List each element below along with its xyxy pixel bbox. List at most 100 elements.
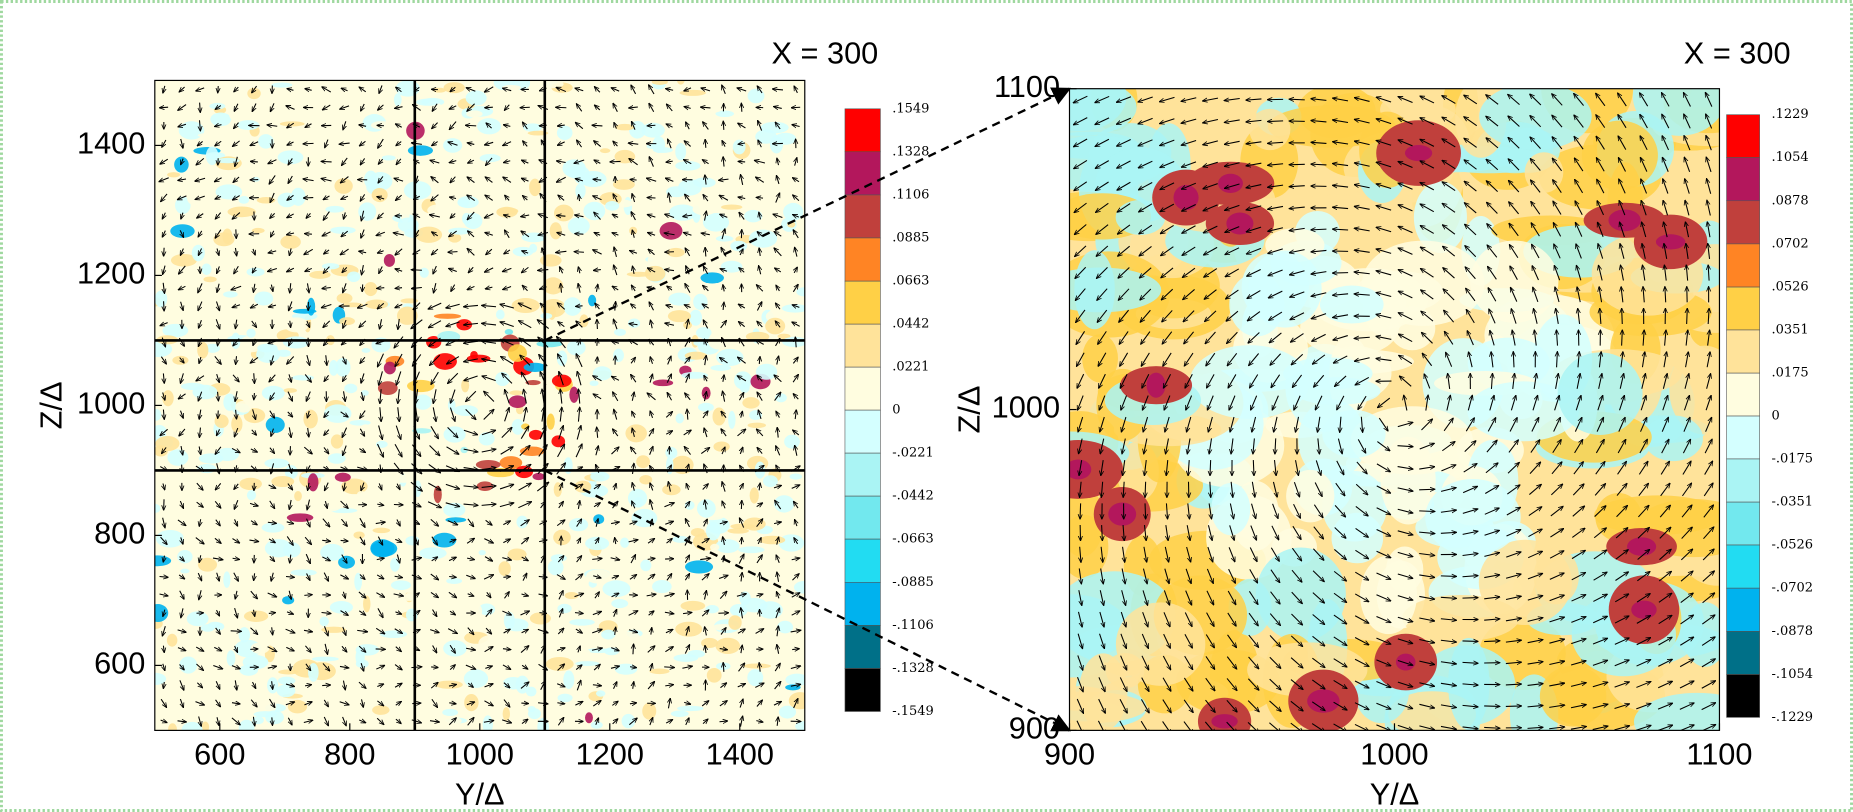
field-patch <box>642 703 656 720</box>
field-patch <box>498 561 510 576</box>
colorbar-segment <box>1727 158 1760 201</box>
field-patch <box>205 221 220 234</box>
field-patch <box>229 103 241 121</box>
field-patch <box>373 528 391 534</box>
field-patch <box>516 676 530 694</box>
field-patch <box>357 491 366 499</box>
field-patch <box>246 181 258 186</box>
field-patch <box>165 268 190 276</box>
colorbar-segment <box>845 539 880 582</box>
field-patch <box>229 601 249 609</box>
field-patch <box>515 282 534 289</box>
field-patch <box>701 638 718 648</box>
field-patch <box>202 263 212 275</box>
colorbar-label: .0885 <box>892 230 929 245</box>
vector-arrow <box>1210 460 1211 476</box>
field-patch <box>187 192 204 206</box>
vector-arrow <box>341 540 349 541</box>
colorbar-label: .0702 <box>1771 236 1808 251</box>
field-patch <box>689 310 702 326</box>
field-patch <box>503 707 510 721</box>
y-tick-label: 600 <box>94 646 145 681</box>
field-patch <box>738 546 764 553</box>
y-tick-label: 1000 <box>992 390 1060 425</box>
field-patch <box>714 471 732 480</box>
field-patch <box>208 622 222 628</box>
field-patch <box>569 518 588 531</box>
field-patch <box>782 337 807 347</box>
field-patch <box>308 473 319 491</box>
field-patch <box>470 351 478 359</box>
field-patch <box>733 140 746 155</box>
field-patch <box>710 544 719 551</box>
field-patch <box>580 171 607 187</box>
colorbar-segment <box>1727 115 1760 158</box>
colorbar-label: .1229 <box>1771 107 1808 122</box>
field-patch <box>448 233 461 242</box>
field-patch <box>573 647 591 661</box>
vector-arrow <box>377 288 385 289</box>
field-patch <box>747 669 763 686</box>
field-patch <box>557 604 571 614</box>
field-patch <box>713 441 729 451</box>
field-patch <box>282 596 294 604</box>
field-patch <box>496 310 505 320</box>
colorbar-label: -.0702 <box>1771 581 1813 596</box>
colorbar-label: -.0442 <box>892 489 934 504</box>
field-patch <box>696 327 712 338</box>
field-patch <box>319 617 329 626</box>
vector-arrow <box>303 143 314 144</box>
field-patch <box>574 636 582 650</box>
field-patch <box>466 110 482 117</box>
field-patch <box>446 578 462 584</box>
vector-arrow <box>411 270 422 271</box>
field-patch <box>610 295 623 305</box>
x-tick-label: 1000 <box>1360 737 1428 772</box>
field-patch <box>660 366 668 379</box>
colorbar-label: -.1229 <box>1771 710 1813 725</box>
field-patch <box>223 571 230 588</box>
field-patch <box>532 473 544 480</box>
field-patch <box>466 90 487 105</box>
y-tick-label: 800 <box>94 516 145 551</box>
field-patch <box>224 473 233 491</box>
field-patch <box>680 90 706 96</box>
field-patch <box>653 379 674 386</box>
field-patch <box>554 482 562 497</box>
field-patch <box>665 447 677 459</box>
field-patch <box>398 204 408 209</box>
y-tick-label: 900 <box>1009 711 1060 746</box>
vector-arrow <box>250 161 257 162</box>
field-patch <box>527 161 553 179</box>
vector-arrow <box>254 373 255 383</box>
field-patch <box>742 397 759 408</box>
field-patch <box>775 133 797 145</box>
field-patch <box>628 318 640 327</box>
field-patch <box>698 403 714 412</box>
field-patch <box>673 654 698 662</box>
field-patch <box>678 179 702 195</box>
field-patch <box>551 435 565 447</box>
field-patch <box>324 404 351 423</box>
vector-arrow <box>250 649 258 650</box>
field-patch <box>372 188 388 202</box>
y-axis-label: Z/Δ <box>952 386 987 434</box>
field-patch <box>308 663 319 682</box>
field-patch <box>681 601 706 611</box>
field-patch <box>476 460 501 469</box>
y-axis-label: Z/Δ <box>33 381 68 429</box>
field-patch <box>172 356 188 365</box>
field-patch <box>1147 373 1166 398</box>
field-patch <box>534 508 543 515</box>
y-tick-label: 1200 <box>77 256 145 291</box>
vector-arrow <box>1622 308 1623 324</box>
field-patch <box>206 147 218 166</box>
field-patch <box>359 561 380 577</box>
field-patch <box>213 232 234 246</box>
field-patch <box>590 380 599 386</box>
colorbar-segment <box>1727 631 1760 674</box>
vector-arrow <box>1145 482 1146 498</box>
colorbar-segment <box>1727 459 1760 502</box>
field-patch <box>728 615 741 630</box>
